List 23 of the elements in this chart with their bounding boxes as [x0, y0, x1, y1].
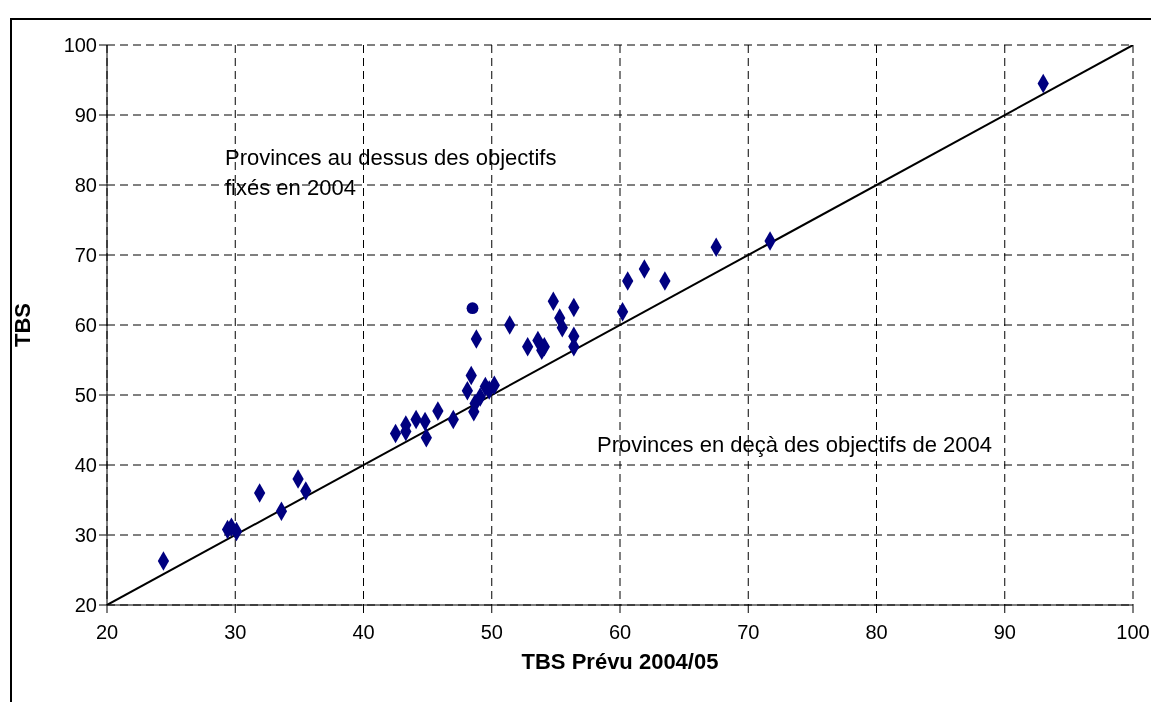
- annotation: Provinces en deçà des objectifs de 2004: [597, 431, 994, 459]
- x-tick-label: 40: [352, 621, 375, 644]
- x-axis-title: TBS Prévu 2004/05: [521, 648, 719, 674]
- y-tick-label: 40: [74, 454, 97, 477]
- x-tick-label: 80: [865, 621, 888, 644]
- x-tick-label: 30: [224, 621, 247, 644]
- y-tick-label: 30: [74, 524, 97, 547]
- y-tick-label: 60: [74, 314, 97, 337]
- x-tick-label: 50: [480, 621, 503, 644]
- y-axis-title: TBS: [9, 303, 35, 347]
- y-tick-label: 80: [74, 174, 97, 197]
- x-tick-label: 70: [737, 621, 760, 644]
- x-tick-label: 90: [993, 621, 1016, 644]
- y-tick-label: 20: [74, 594, 97, 617]
- y-tick-label: 90: [74, 104, 97, 127]
- x-tick-label: 100: [1116, 621, 1150, 644]
- y-tick-label: 70: [74, 244, 97, 267]
- point: [466, 302, 479, 315]
- x-tick-label: 60: [608, 621, 632, 644]
- x-tick-label: 20: [95, 621, 119, 644]
- annotation: Provinces au dessus des objectifs fixés en 2004: [225, 144, 558, 202]
- y-tick-label: 50: [74, 384, 97, 407]
- y-tick-label: 100: [63, 34, 97, 57]
